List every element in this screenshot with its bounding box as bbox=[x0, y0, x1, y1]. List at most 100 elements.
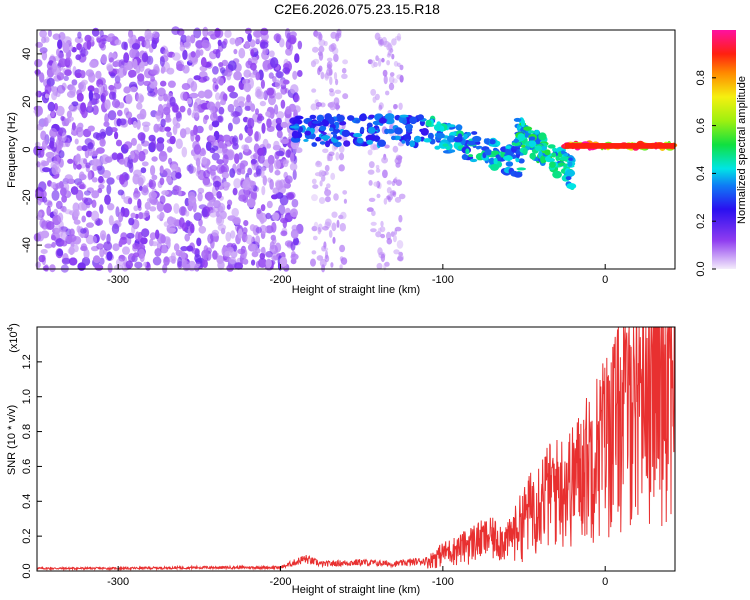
spectrogram-signal-cell bbox=[484, 149, 492, 156]
snr-scale-label: (x104) bbox=[6, 323, 20, 353]
spectrogram-noise-cell bbox=[242, 258, 249, 265]
spectrogram-noise-cell bbox=[155, 229, 160, 240]
colorbar-tick-label: 0.6 bbox=[695, 118, 707, 133]
spectrogram-signal-cell bbox=[552, 147, 558, 152]
spectrogram-noise-cell bbox=[262, 175, 267, 186]
spectrogram-signal-cell bbox=[544, 149, 551, 156]
spectrogram-noise-cell bbox=[140, 167, 147, 174]
spectrogram-noise-cell bbox=[259, 252, 266, 260]
spectrogram-y-ticks: -40 -20 0 20 40 bbox=[21, 48, 42, 253]
spectrogram-signal-cell bbox=[377, 139, 387, 147]
spectrogram-noise-cell bbox=[202, 75, 210, 82]
spectrogram-noise-cell bbox=[196, 237, 202, 247]
spectrogram-noise-cell bbox=[285, 106, 292, 115]
spectrogram-noise-cell bbox=[212, 66, 219, 75]
spectrogram-noise-cell bbox=[119, 174, 126, 185]
spectrogram-noise-cell bbox=[181, 83, 191, 90]
spectrogram-noise-cell bbox=[128, 69, 137, 78]
spectrogram-noise-cell bbox=[175, 249, 183, 257]
spectrogram-noise-cell bbox=[125, 260, 133, 269]
spectrogram-noise-cell bbox=[290, 229, 299, 239]
spectrogram-noise-cell bbox=[96, 165, 103, 171]
spectrogram-noise-cell bbox=[122, 208, 130, 218]
spectrogram-signal-cell bbox=[534, 129, 540, 135]
spectrogram-noise-cell bbox=[39, 218, 46, 229]
spectrogram-cells bbox=[33, 26, 678, 274]
spectrogram-noise-cell bbox=[318, 45, 325, 53]
spectrogram-noise-cell bbox=[280, 121, 288, 128]
spectrogram-signal-cell bbox=[465, 148, 470, 155]
spectrogram-noise-cell bbox=[391, 53, 395, 60]
spectrogram-noise-cell bbox=[375, 164, 380, 170]
spectrogram-noise-cell bbox=[375, 168, 381, 173]
spectrogram-signal-cell bbox=[552, 170, 562, 179]
spectrogram-noise-cell bbox=[274, 242, 282, 253]
spectrogram-noise-cell bbox=[190, 223, 195, 234]
spectrogram-noise-cell bbox=[252, 29, 262, 38]
spectrogram-noise-cell bbox=[150, 199, 159, 206]
spectrogram-noise-cell bbox=[310, 103, 318, 111]
spectrogram-noise-cell bbox=[340, 257, 348, 265]
spectrogram-noise-cell bbox=[92, 235, 97, 244]
spectrogram-noise-cell bbox=[58, 150, 65, 159]
spectrogram-noise-cell bbox=[75, 189, 84, 201]
spectrogram-noise-cell bbox=[374, 93, 380, 101]
spectrogram-noise-cell bbox=[393, 178, 398, 183]
spectrogram-noise-cell bbox=[108, 91, 116, 100]
spectrogram-noise-cell bbox=[333, 53, 339, 63]
spectrogram-noise-cell bbox=[280, 99, 286, 109]
spectrogram-noise-cell bbox=[318, 197, 326, 204]
spectrogram-noise-cell bbox=[257, 113, 263, 119]
spectrogram-noise-cell bbox=[157, 87, 166, 97]
spectrogram-noise-cell bbox=[61, 195, 67, 203]
spectrogram-noise-cell bbox=[319, 180, 323, 187]
spectrogram-noise-cell bbox=[99, 230, 107, 241]
snr-x-ticks: -300 -200 -100 0 bbox=[107, 566, 608, 588]
spectrogram-noise-cell bbox=[276, 130, 283, 139]
spectrogram-signal-cell bbox=[366, 122, 373, 129]
spectrogram-noise-cell bbox=[269, 241, 275, 250]
spectrogram-noise-cell bbox=[293, 94, 300, 102]
spectrogram-noise-cell bbox=[330, 172, 336, 180]
spectrogram-noise-cell bbox=[218, 106, 225, 115]
spectrogram-noise-cell bbox=[79, 173, 87, 181]
spectrogram-noise-cell bbox=[153, 123, 160, 133]
spectrogram-noise-cell bbox=[99, 128, 106, 140]
spectrogram-noise-cell bbox=[340, 211, 347, 220]
spectrogram-noise-cell bbox=[61, 257, 71, 265]
spectrogram-noise-cell bbox=[222, 144, 228, 154]
spectrogram-signal-cell bbox=[565, 176, 572, 181]
spectrogram-noise-cell bbox=[137, 132, 146, 141]
spectrogram-signal-cell bbox=[336, 136, 342, 140]
spectrogram-noise-cell bbox=[274, 104, 279, 115]
spectrogram-noise-cell bbox=[318, 169, 325, 177]
spectrogram-signal-cell bbox=[332, 128, 341, 134]
spectrogram-noise-cell bbox=[36, 123, 44, 131]
spectrogram-noise-cell bbox=[179, 44, 185, 52]
spectrogram-noise-cell bbox=[121, 41, 127, 50]
spectrogram-noise-cell bbox=[205, 141, 212, 152]
spectrogram-signal-cell bbox=[545, 156, 551, 162]
spectrogram-noise-cell bbox=[229, 168, 236, 178]
spectrogram-noise-cell bbox=[246, 94, 251, 103]
spectrogram-signal-cell bbox=[291, 130, 299, 139]
spectrogram-noise-cell bbox=[68, 257, 78, 266]
spectrogram-noise-cell bbox=[387, 42, 392, 51]
spectrogram-noise-cell bbox=[144, 201, 151, 210]
spectrogram-signal-cell bbox=[559, 156, 570, 161]
spectrogram-noise-cell bbox=[260, 27, 269, 36]
spectrogram-noise-cell bbox=[179, 105, 186, 113]
spectrogram-noise-cell bbox=[229, 91, 239, 99]
spectrogram-noise-cell bbox=[198, 127, 204, 133]
spectrogram-noise-cell bbox=[170, 252, 176, 262]
spectrogram-noise-cell bbox=[380, 253, 386, 262]
spectrogram-signal-cell bbox=[567, 161, 573, 168]
spectrogram-noise-cell bbox=[180, 246, 189, 252]
spectrogram-noise-cell bbox=[77, 262, 86, 271]
spectrogram-noise-cell bbox=[124, 61, 129, 72]
spectrogram-noise-cell bbox=[342, 59, 348, 65]
spectrogram-signal-cell bbox=[425, 119, 432, 127]
spectrogram-noise-cell bbox=[79, 228, 87, 234]
spectrogram-noise-cell bbox=[171, 26, 180, 35]
spectrogram-noise-cell bbox=[152, 31, 159, 39]
